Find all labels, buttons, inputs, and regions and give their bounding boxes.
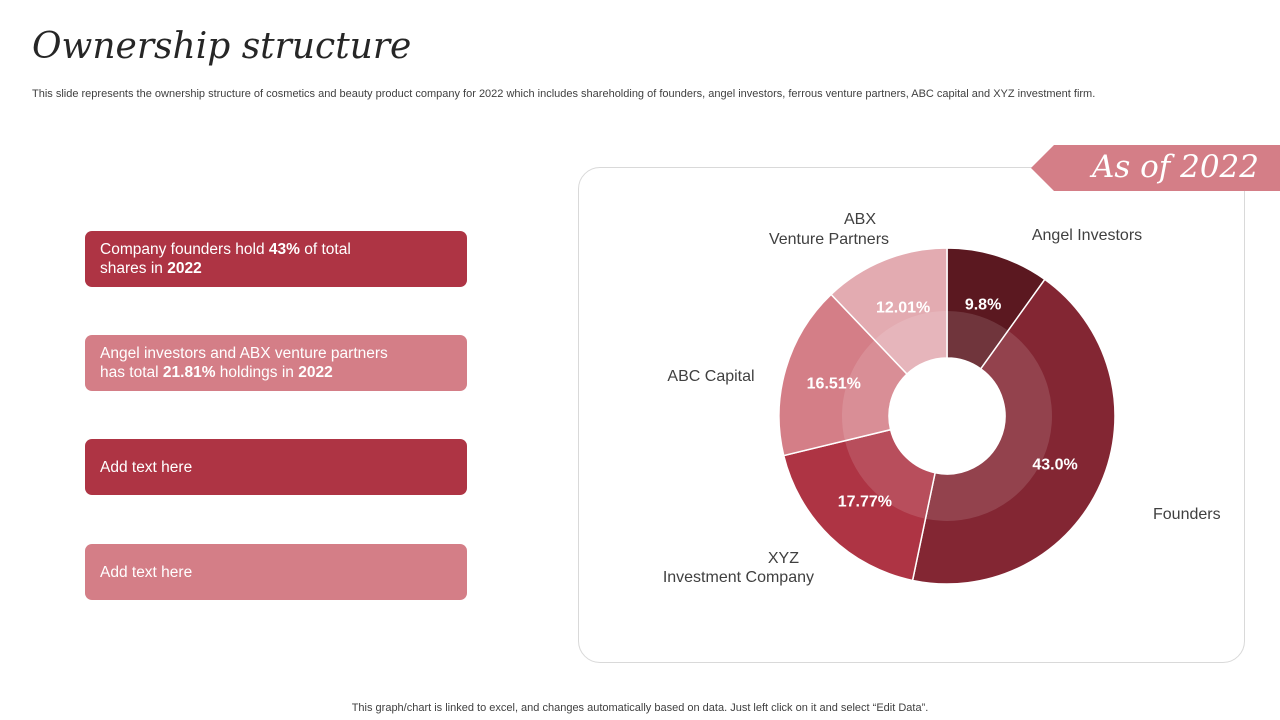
category-label-abc-capital: ABC Capital <box>667 368 754 385</box>
callout-text: Angel investors and ABX venture partners <box>100 345 388 362</box>
callout-highlight: 2022 <box>167 260 202 277</box>
category-label-xyz-investment-company: Investment Company <box>663 569 814 586</box>
callout-highlight: 2022 <box>298 364 333 381</box>
footer-note: This graph/chart is linked to excel, and… <box>351 702 929 714</box>
callout-highlight: 43% <box>268 241 300 258</box>
callout-placeholder-text: Add text here <box>100 563 193 581</box>
ribbon-shape <box>1031 145 1280 191</box>
year-ribbon: As of 2022 <box>1031 145 1280 191</box>
callout-highlight: 21.81% <box>162 364 216 381</box>
slice-inner-shade-abc-capital <box>842 340 907 441</box>
slice-inner-shade-founders <box>925 330 1052 521</box>
callout-text: of total <box>299 241 351 258</box>
callout-text: Company founders hold <box>100 241 269 258</box>
callout-angel-abx: Angel investors and ABX venture partners… <box>85 335 467 391</box>
value-label-angel-investors: 9.8% <box>965 297 1001 314</box>
slice-abc-capital <box>778 293 909 457</box>
callout-angel-abx-text: Angel investors and ABX venture partners… <box>100 344 388 382</box>
value-label-abx-venture-partners: 12.01% <box>876 299 930 316</box>
page-subtitle: This slide represents the ownership stru… <box>32 88 1096 100</box>
callout-text: has total <box>100 364 163 381</box>
slice-inner-shade-xyz-investment-company <box>844 429 936 519</box>
slice-abx-venture-partners <box>830 247 948 376</box>
category-label-founders: Founders <box>1153 506 1221 523</box>
donut-chart: 9.8% Angel Investors 43.0% Founders 17.77% XY… <box>663 211 1221 586</box>
callout-placeholder-text: Add text here <box>100 458 193 476</box>
callout-founders-text: Company founders hold 43% of total share… <box>100 240 351 278</box>
callout-founders: Company founders hold 43% of total share… <box>85 231 467 287</box>
slice-founders <box>911 278 1116 585</box>
category-label-angel-investors: Angel Investors <box>1032 227 1142 244</box>
callout-text: shares in <box>100 260 168 277</box>
year-ribbon-label: As of 2022 <box>1091 149 1260 185</box>
value-label-xyz-investment-company: 17.77% <box>838 494 892 511</box>
category-label-abx-venture-partners: ABX <box>844 211 876 228</box>
slice-inner-shade-abx-venture-partners <box>874 311 947 375</box>
callout-placeholder-1: Add text here <box>85 439 467 495</box>
value-label-abc-capital: 16.51% <box>807 376 861 393</box>
category-label-xyz-investment-company: XYZ <box>768 550 799 567</box>
slice-inner-shade-angel-investors <box>947 311 1009 369</box>
slice-xyz-investment-company <box>782 428 937 582</box>
page-title: Ownership structure <box>32 26 412 67</box>
category-label-abx-venture-partners: Venture Partners <box>769 231 889 248</box>
value-label-founders: 43.0% <box>1032 456 1077 473</box>
callout-placeholder-2: Add text here <box>85 544 467 600</box>
callout-text: holdings in <box>215 364 299 381</box>
